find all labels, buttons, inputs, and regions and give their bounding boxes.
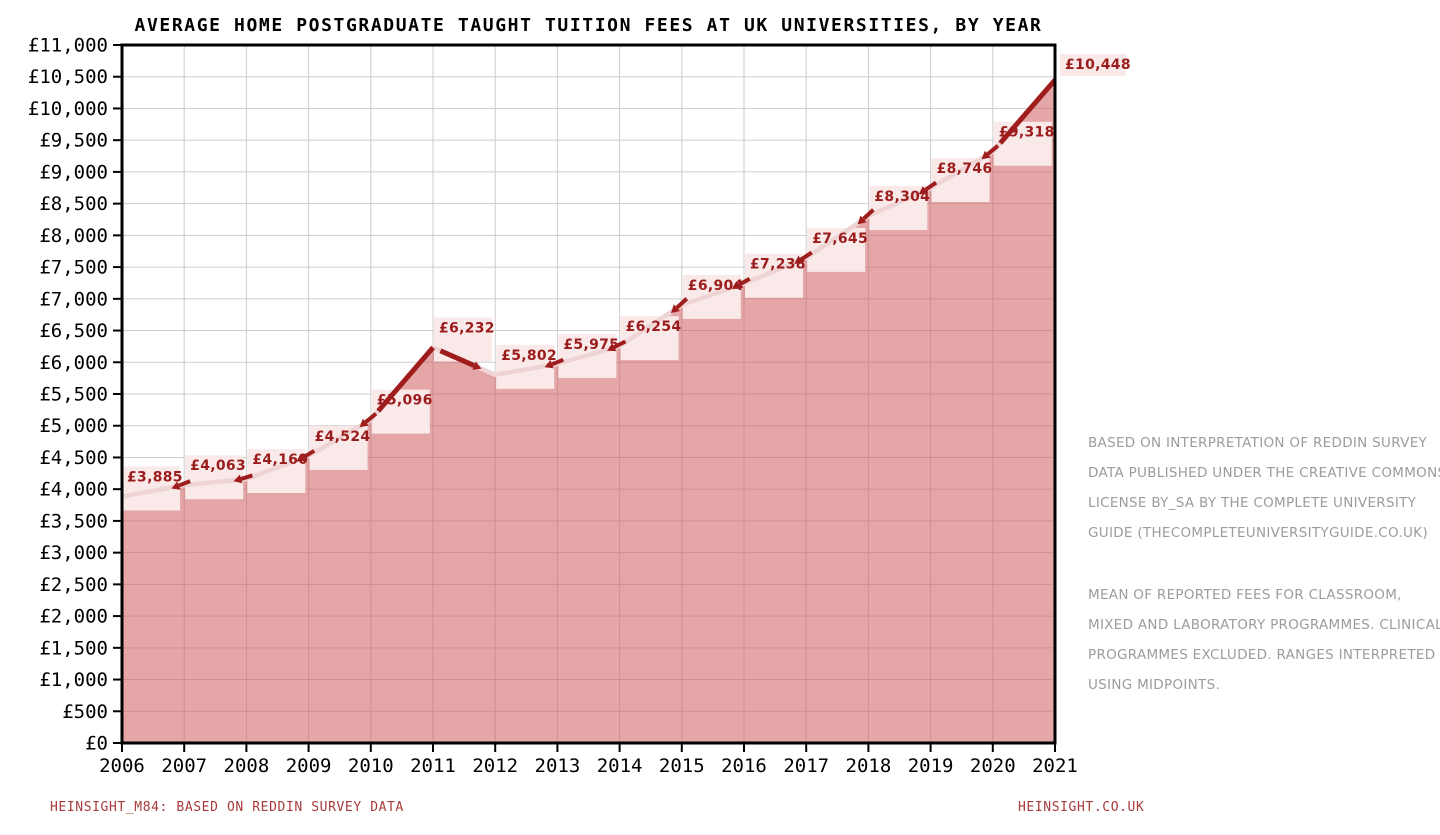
area-series xyxy=(122,80,1055,743)
svg-text:£500: £500 xyxy=(62,701,108,723)
svg-text:2013: 2013 xyxy=(535,755,581,777)
trend-line xyxy=(121,78,1057,499)
svg-text:2011: 2011 xyxy=(410,755,456,777)
svg-text:£7,238: £7,238 xyxy=(750,257,806,273)
svg-text:2010: 2010 xyxy=(348,755,394,777)
svg-text:£2,500: £2,500 xyxy=(39,574,108,596)
source-note-line: LICENSE BY_SA BY THE COMPLETE UNIVERSITY xyxy=(1088,495,1417,511)
methodology-note: MEAN OF REPORTED FEES FOR CLASSROOM, MIX… xyxy=(1088,580,1440,700)
svg-text:£7,500: £7,500 xyxy=(39,257,108,279)
svg-text:£4,524: £4,524 xyxy=(315,429,371,445)
svg-text:£4,000: £4,000 xyxy=(39,479,108,501)
svg-text:£8,746: £8,746 xyxy=(937,161,993,177)
svg-text:2006: 2006 xyxy=(99,755,145,777)
point-arrows xyxy=(171,144,1000,490)
svg-text:£3,500: £3,500 xyxy=(39,510,108,532)
methodology-note-line: PROGRAMMES EXCLUDED. RANGES INTERPRETED xyxy=(1088,647,1436,663)
svg-text:£5,802: £5,802 xyxy=(501,348,557,364)
svg-text:£10,000: £10,000 xyxy=(28,98,108,120)
methodology-note-line: MIXED AND LABORATORY PROGRAMMES. CLINICA… xyxy=(1088,617,1440,633)
source-note: BASED ON INTERPRETATION OF REDDIN SURVEY… xyxy=(1088,428,1440,548)
svg-text:£9,500: £9,500 xyxy=(39,130,108,152)
svg-text:2014: 2014 xyxy=(597,755,643,777)
svg-text:£6,904: £6,904 xyxy=(688,278,744,294)
svg-text:£9,000: £9,000 xyxy=(39,161,108,183)
methodology-note-line: MEAN OF REPORTED FEES FOR CLASSROOM, xyxy=(1088,587,1402,603)
svg-text:2017: 2017 xyxy=(783,755,829,777)
svg-text:2008: 2008 xyxy=(224,755,270,777)
svg-text:£6,232: £6,232 xyxy=(439,321,495,337)
highlight-segments xyxy=(376,78,1057,413)
svg-text:£5,975: £5,975 xyxy=(563,337,619,353)
svg-text:2021: 2021 xyxy=(1032,755,1078,777)
svg-text:2007: 2007 xyxy=(161,755,207,777)
svg-text:£2,000: £2,000 xyxy=(39,606,108,628)
svg-text:£6,000: £6,000 xyxy=(39,352,108,374)
x-axis: 2006 2007 2008 2009 2010 2011 2012 2013 2014 2015… xyxy=(99,743,1078,777)
chart-title: AVERAGE HOME POSTGRADUATE TAUGHT TUITION… xyxy=(134,15,1043,36)
svg-text:£3,885: £3,885 xyxy=(127,469,183,485)
svg-text:2009: 2009 xyxy=(286,755,332,777)
svg-text:£7,645: £7,645 xyxy=(812,231,868,247)
data-labels: £3,885 £4,063 £4,160 £4,524 £5,096 £6,232 £5,8… xyxy=(127,57,1131,485)
methodology-note-line: USING MIDPOINTS. xyxy=(1088,677,1221,693)
svg-text:£10,500: £10,500 xyxy=(28,66,108,88)
svg-text:£4,160: £4,160 xyxy=(252,452,308,468)
source-note-line: BASED ON INTERPRETATION OF REDDIN SURVEY xyxy=(1088,435,1428,451)
data-label-boxes xyxy=(122,54,1126,511)
svg-text:2020: 2020 xyxy=(970,755,1016,777)
svg-text:£9,318: £9,318 xyxy=(999,125,1055,141)
svg-text:£10,448: £10,448 xyxy=(1065,57,1131,73)
svg-text:2015: 2015 xyxy=(659,755,705,777)
svg-text:2012: 2012 xyxy=(472,755,518,777)
footer-site-url: HEINSIGHT.CO.UK xyxy=(1018,800,1145,815)
svg-text:2016: 2016 xyxy=(721,755,767,777)
svg-text:£1,000: £1,000 xyxy=(39,669,108,691)
svg-text:£4,500: £4,500 xyxy=(39,447,108,469)
source-note-line: GUIDE (THECOMPLETEUNIVERSITYGUIDE.CO.UK) xyxy=(1088,525,1428,541)
svg-text:£1,500: £1,500 xyxy=(39,637,108,659)
svg-text:£0: £0 xyxy=(85,733,108,755)
svg-text:£6,500: £6,500 xyxy=(39,320,108,342)
svg-text:£7,000: £7,000 xyxy=(39,288,108,310)
footer-attribution: HEINSIGHT_M84: BASED ON REDDIN SURVEY DA… xyxy=(50,800,404,815)
svg-text:£5,096: £5,096 xyxy=(377,393,433,409)
svg-text:£4,063: £4,063 xyxy=(190,458,246,474)
svg-text:£8,500: £8,500 xyxy=(39,193,108,215)
svg-text:£8,304: £8,304 xyxy=(874,189,930,205)
svg-text:2019: 2019 xyxy=(908,755,954,777)
svg-text:2018: 2018 xyxy=(846,755,892,777)
svg-text:£5,500: £5,500 xyxy=(39,384,108,406)
source-note-line: DATA PUBLISHED UNDER THE CREATIVE COMMON… xyxy=(1088,465,1440,481)
svg-text:£11,000: £11,000 xyxy=(28,35,108,57)
svg-text:£3,000: £3,000 xyxy=(39,542,108,564)
svg-text:£6,254: £6,254 xyxy=(626,319,682,335)
y-axis: £0 £500 £1,000 £1,500 £2,000 £2,500 £3,000 £3,5… xyxy=(28,35,122,755)
svg-text:£5,000: £5,000 xyxy=(39,415,108,437)
svg-text:£8,000: £8,000 xyxy=(39,225,108,247)
